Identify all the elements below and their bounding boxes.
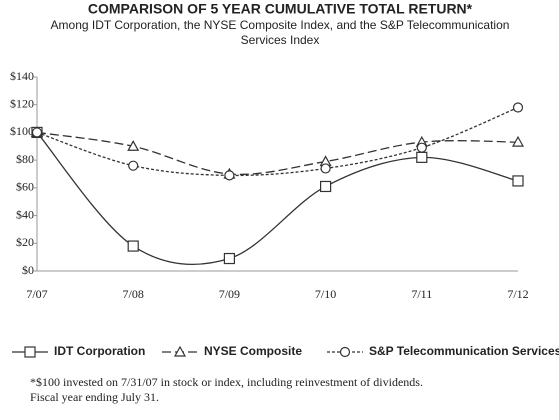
marker (320, 163, 331, 174)
marker (224, 170, 235, 181)
y-tick-label: $40 (16, 207, 34, 221)
footnote: *$100 invested on 7/31/07 in stock or in… (30, 375, 423, 389)
marker (416, 142, 427, 153)
y-tick-label: $100 (10, 124, 34, 138)
y-tick-label: $0 (22, 263, 34, 277)
marker (24, 346, 36, 358)
legend-label: NYSE Composite (204, 344, 302, 358)
x-tick-label: 7/09 (219, 287, 240, 301)
footnote: Fiscal year ending July 31. (30, 390, 159, 404)
series-line (36, 106, 519, 177)
y-tick-label: $60 (16, 180, 34, 194)
marker (127, 140, 140, 151)
marker (416, 151, 428, 163)
marker (512, 175, 524, 187)
x-tick-label: 7/11 (411, 287, 432, 301)
marker (223, 252, 235, 265)
marker (512, 102, 524, 113)
x-tick-label: 7/07 (26, 287, 47, 301)
chart-subtitle: Among IDT Corporation, the NYSE Composit… (51, 18, 510, 32)
x-tick-label: 7/10 (315, 287, 336, 301)
chart-title: COMPARISON OF 5 YEAR CUMULATIVE TOTAL RE… (88, 1, 473, 17)
y-tick-label: $140 (10, 69, 34, 83)
y-tick-label: $20 (16, 235, 34, 249)
marker (173, 345, 187, 357)
marker (128, 160, 139, 171)
marker (320, 180, 332, 193)
marker (127, 240, 139, 252)
series-line (36, 131, 519, 176)
series-line (36, 132, 519, 266)
marker (31, 127, 43, 138)
chart-subtitle: Services Index (241, 33, 320, 47)
y-tick-label: $120 (10, 96, 34, 110)
legend-label: IDT Corporation (54, 344, 145, 358)
x-tick-label: 7/12 (507, 287, 528, 301)
marker (511, 135, 525, 147)
y-tick-label: $80 (16, 152, 34, 166)
x-tick-label: 7/08 (123, 287, 144, 301)
legend-label: S&P Telecommunication Services (369, 344, 559, 358)
marker (339, 346, 351, 358)
